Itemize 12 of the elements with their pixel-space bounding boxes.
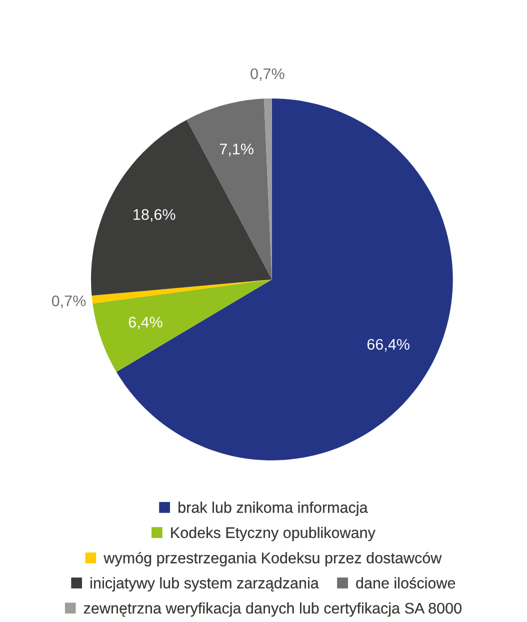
data-label: 0,7%: [250, 68, 284, 81]
data-label: 6,4%: [128, 316, 162, 330]
legend-label: brak lub znikoma informacja: [178, 502, 368, 516]
data-label: 0,7%: [52, 296, 86, 308]
data-label: 18,6%: [134, 209, 176, 222]
legend-label: Kodeks Etyczny opublikowany: [171, 526, 376, 542]
legend-label: wymóg przestrzegania Kodeksu przez dostawców: [104, 552, 442, 566]
data-label: 7,1%: [220, 144, 254, 156]
legend-label: zewnętrzna weryfikacja danych lub certyfikacja SA 8000: [84, 602, 462, 617]
legend-label: dane ilościowe: [356, 577, 456, 588]
legend-label: inicjatywy lub system zarządzania: [90, 577, 319, 592]
data-label: 66,4%: [367, 338, 410, 352]
